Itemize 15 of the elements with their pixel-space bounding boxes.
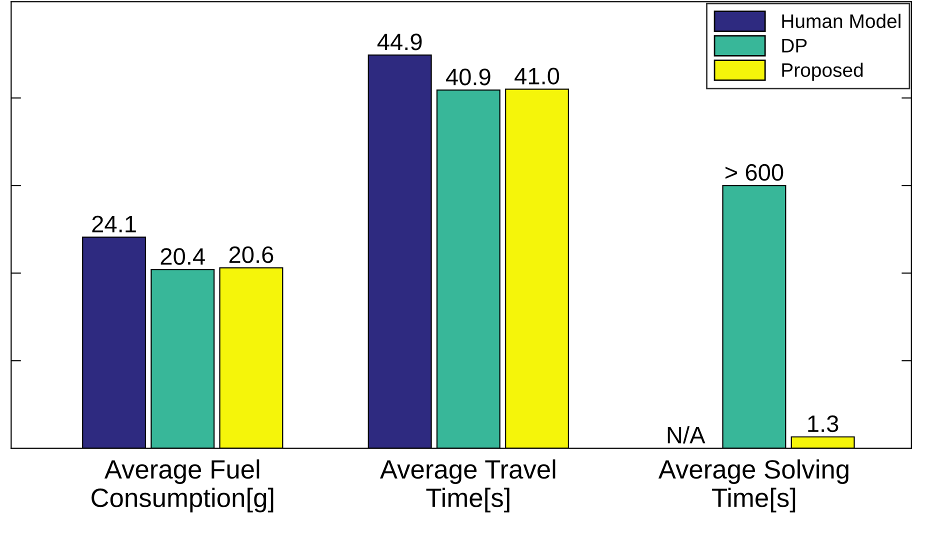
data-label: 44.9 xyxy=(377,34,422,50)
data-label: 20.6 xyxy=(229,246,274,264)
x-tick-label: Average Fuel Consumption[g] xyxy=(92,459,274,512)
data-label: 41.0 xyxy=(514,68,560,84)
legend-label: Proposed xyxy=(782,62,863,81)
data-label: 1.3 xyxy=(808,415,838,432)
data-label: 24.1 xyxy=(92,216,136,232)
data-label: 40.9 xyxy=(446,68,490,86)
data-label: > 600 xyxy=(726,164,784,181)
legend-label: Human Model xyxy=(782,14,900,28)
text: N/A xyxy=(668,426,706,444)
legend-label: DP xyxy=(782,38,807,52)
x-tick-label: Average Travel Time[s] xyxy=(380,459,556,512)
data-label: 20.4 xyxy=(160,248,205,265)
x-tick-label: Average Solving Time[s] xyxy=(658,459,848,512)
